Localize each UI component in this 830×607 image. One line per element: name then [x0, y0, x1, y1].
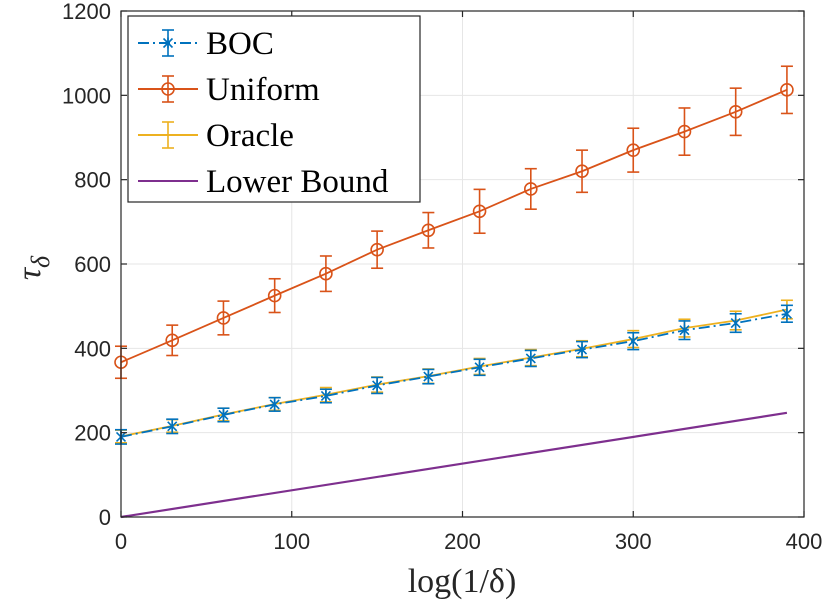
lower-bound-series	[120, 411, 788, 519]
boc-line	[120, 312, 788, 438]
y-tick-label: 400	[74, 336, 111, 361]
legend-label: Oracle	[206, 118, 294, 154]
legend-marker	[162, 37, 174, 49]
boc-point	[781, 308, 792, 320]
uniform-point	[472, 204, 487, 219]
boc-point	[679, 324, 690, 336]
ticks: 0 100 200 300 400 0 200 400 600 800 1000 1200	[62, 0, 822, 554]
lower-bound-line	[120, 411, 788, 519]
boc-point	[576, 344, 588, 356]
uniform-point	[267, 288, 282, 303]
boc-point	[525, 352, 536, 364]
uniform-point	[370, 242, 384, 257]
legend-marker	[161, 82, 175, 96]
boc-point	[372, 379, 383, 391]
legend-label: Uniform	[206, 72, 320, 108]
uniform-line	[120, 89, 788, 364]
uniform-point	[575, 164, 589, 179]
uniform-point	[216, 311, 231, 325]
boc-point	[474, 361, 485, 373]
boc-point	[167, 420, 178, 432]
uniform-point	[165, 333, 180, 348]
y-axis-title-subscript: δ	[26, 255, 55, 268]
legend-entry-lower-bound: Lower Bound	[138, 164, 389, 200]
x-tick-label: 100	[273, 529, 310, 554]
legend-box	[127, 15, 421, 203]
uniform-point	[319, 266, 333, 281]
boc-point	[218, 409, 229, 421]
uniform-point	[728, 104, 743, 119]
y-tick-label: 200	[74, 421, 111, 446]
legend-entry-oracle: Oracle	[138, 118, 294, 154]
uniform-point	[780, 83, 794, 97]
boc-point	[628, 335, 639, 347]
boc-point	[730, 317, 741, 329]
boc-point	[269, 398, 280, 410]
x-tick-label: 400	[786, 529, 823, 554]
legend-label: Lower Bound	[206, 164, 389, 200]
x-tick-label: 200	[444, 529, 481, 554]
legend: BOC Uniform Oracle Lower Bound	[127, 15, 421, 203]
legend-entry-boc: BOC	[138, 26, 274, 62]
y-tick-label: 1200	[62, 0, 111, 24]
legend-entry-uniform: Uniform	[138, 72, 320, 108]
uniform-point	[677, 124, 692, 139]
uniform-point	[523, 182, 538, 196]
boc-point	[423, 371, 434, 383]
y-axis-title: τδ	[11, 255, 55, 280]
uniform-point	[626, 143, 641, 157]
x-tick-label: 0	[115, 529, 127, 554]
y-tick-label: 600	[74, 252, 111, 277]
uniform-point	[421, 223, 436, 238]
y-axis-title-main: τ	[11, 266, 48, 280]
x-axis-title: log(1/δ)	[408, 563, 517, 600]
x-tick-label: 300	[615, 529, 652, 554]
y-tick-label: 0	[99, 505, 111, 530]
y-tick-label: 800	[74, 168, 111, 193]
svg-text:τδ: τδ	[11, 255, 55, 280]
y-tick-label: 1000	[62, 83, 111, 108]
boc-point	[320, 390, 331, 402]
legend-label: BOC	[206, 26, 274, 62]
